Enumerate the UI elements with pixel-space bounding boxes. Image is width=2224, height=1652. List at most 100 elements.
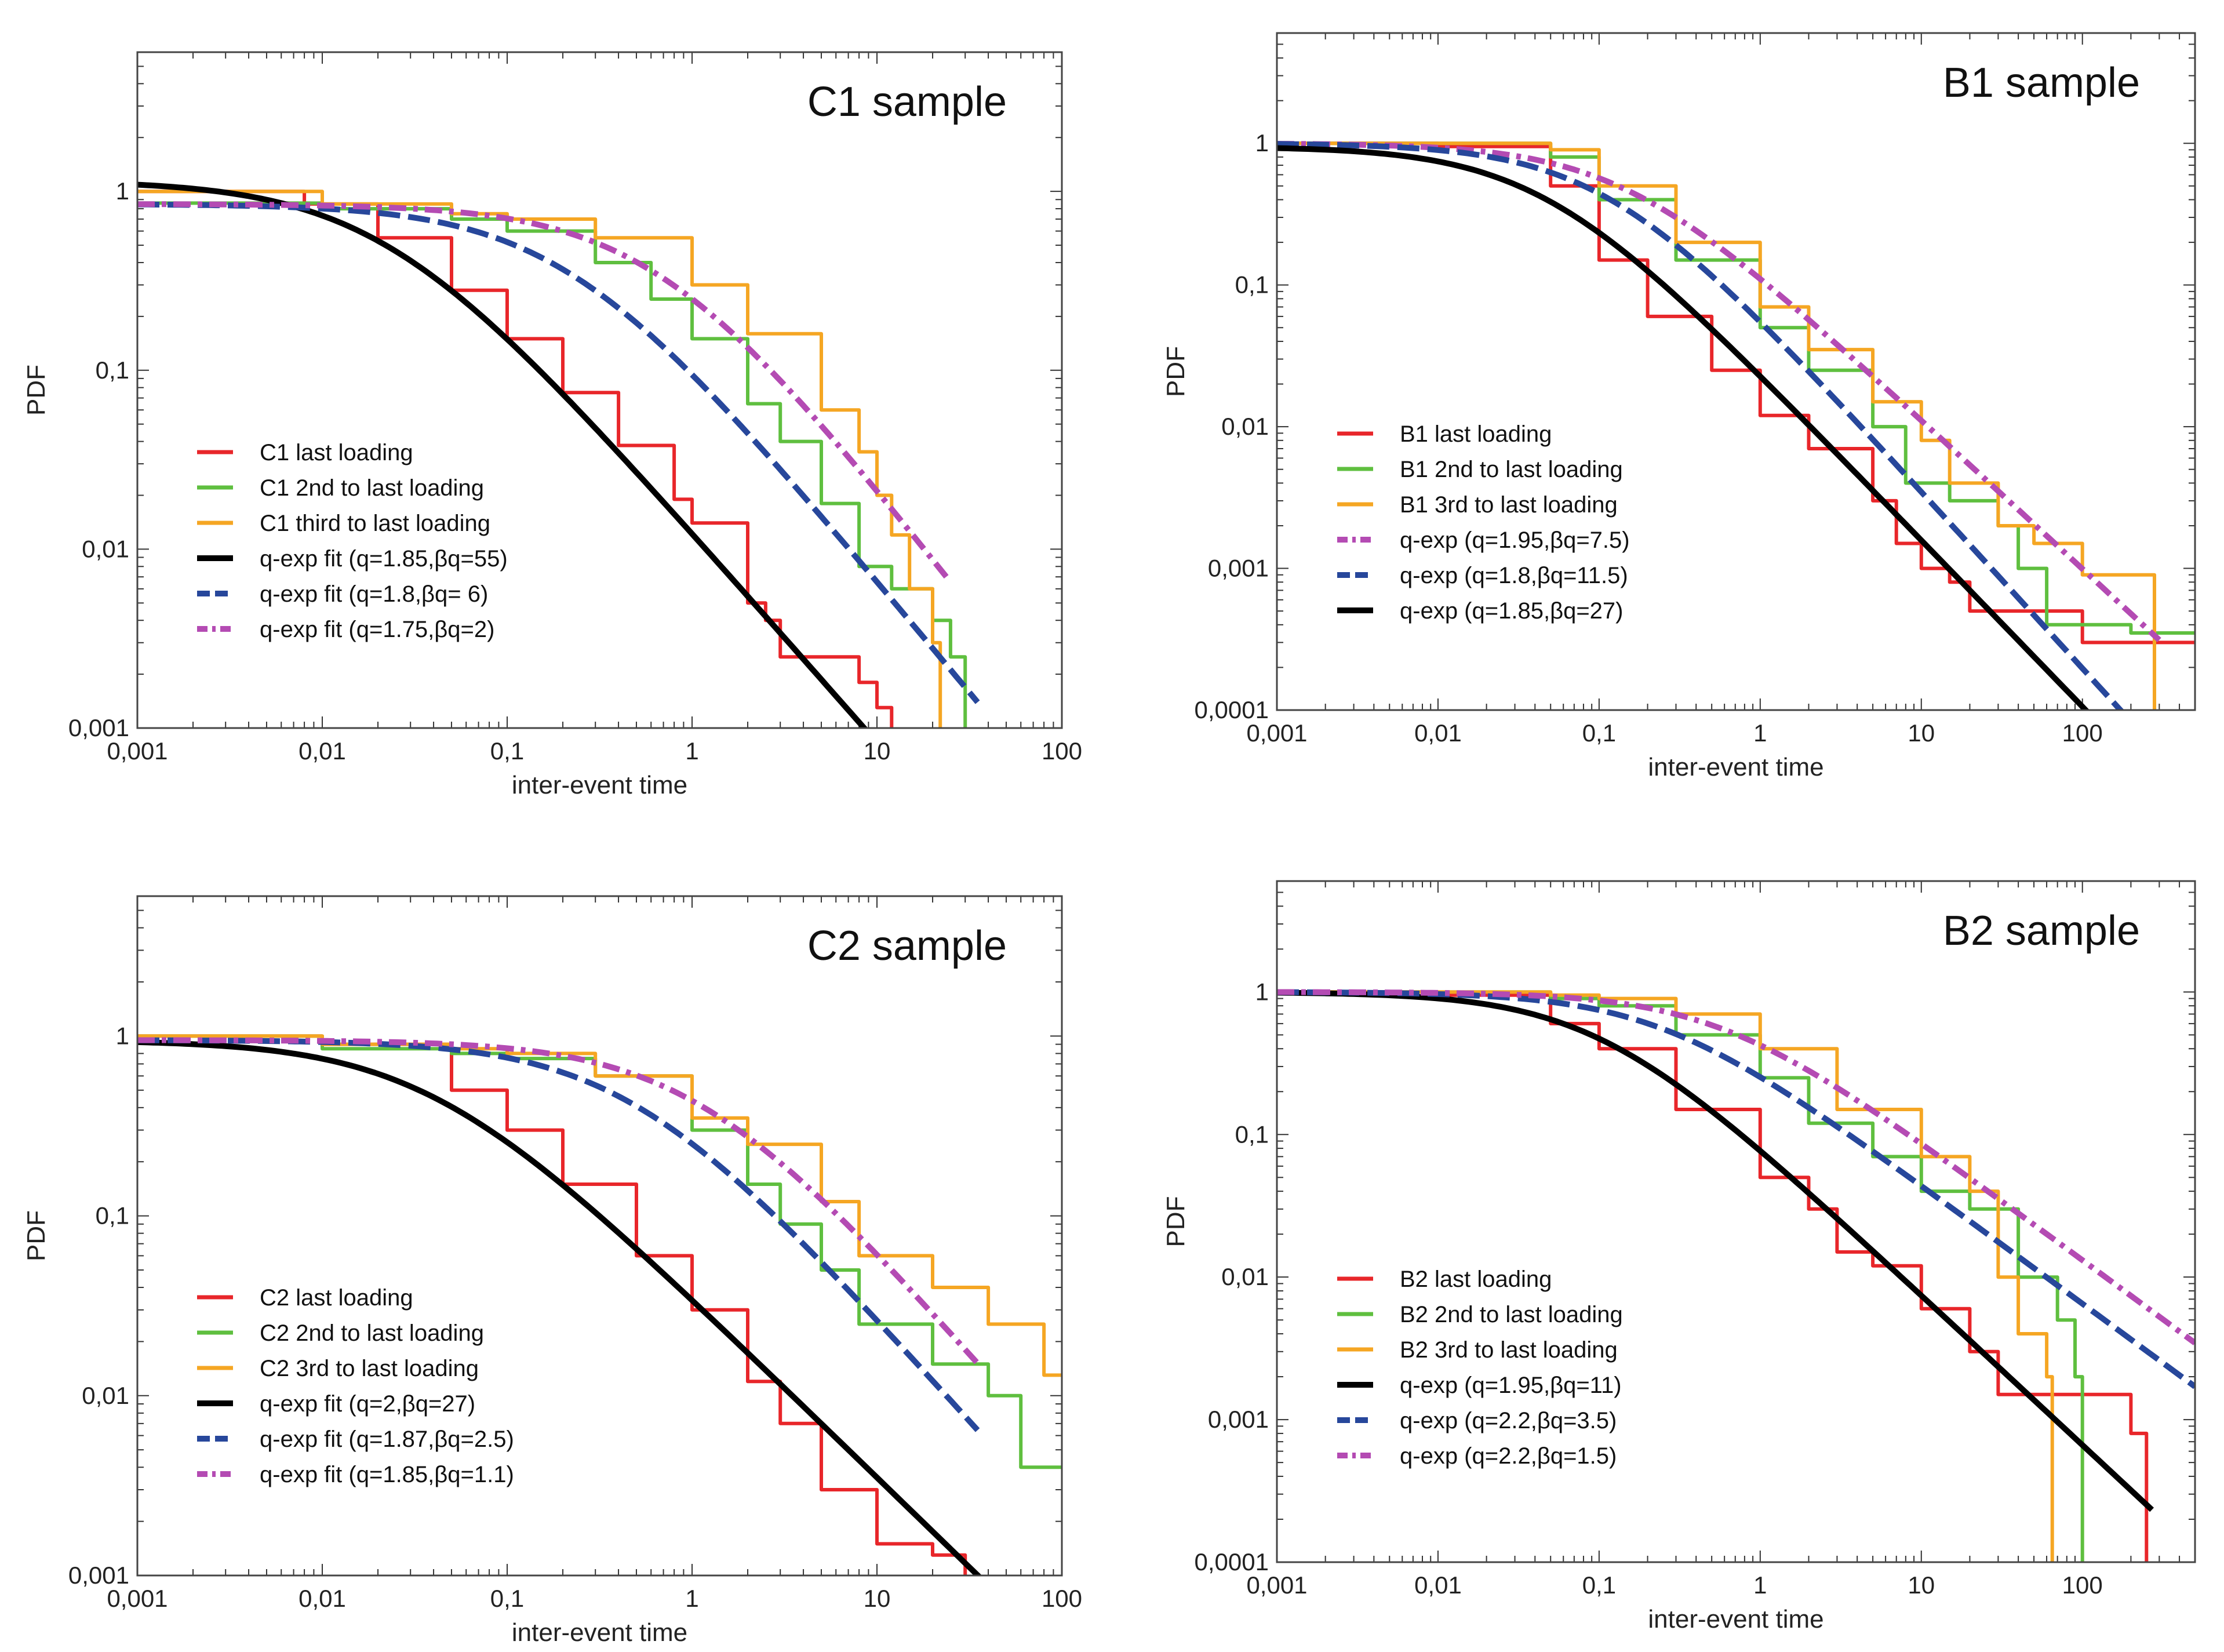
x-tick-label: 100 <box>2062 1571 2103 1599</box>
y-tick-label: 0,0001 <box>1195 696 1269 723</box>
legend-label: C1 2nd to last loading <box>260 475 484 501</box>
chart-title: C1 sample <box>807 79 1007 125</box>
x-tick-label: 0,001 <box>107 1585 168 1612</box>
series-3-line <box>1277 141 2156 710</box>
plot-frame <box>136 895 1063 1577</box>
legend-label: B2 3rd to last loading <box>1400 1337 1618 1363</box>
x-tick-label: 1 <box>1753 1571 1767 1599</box>
series-5-line <box>137 201 980 704</box>
legend-label: q-exp fit (q=2,βq=27) <box>260 1391 475 1417</box>
y-tick-label: 0,001 <box>68 714 129 741</box>
legend-label: C1 third to last loading <box>260 511 490 536</box>
x-tick-label: 0,1 <box>490 737 524 765</box>
legend-label: B1 3rd to last loading <box>1400 492 1618 518</box>
legend-label: q-exp (q=1.95,βq=7.5) <box>1400 527 1630 553</box>
x-tick-label: 100 <box>1042 737 1082 765</box>
x-tick-label: 0,1 <box>1582 719 1616 747</box>
legend: B2 last loading B2 2nd to last loading B2 … <box>1337 1267 1623 1469</box>
plot-frame <box>136 51 1063 729</box>
legend-label: q-exp (q=1.8,βq=11.5) <box>1400 563 1628 588</box>
x-tick-label: 1 <box>685 737 698 765</box>
x-tick-label: 0,01 <box>299 737 346 765</box>
x-tick-label: 10 <box>864 737 891 765</box>
legend-label: B1 last loading <box>1400 421 1552 447</box>
legend-label: C2 last loading <box>260 1285 413 1311</box>
legend: B1 last loading B1 2nd to last loading B1 … <box>1337 421 1630 624</box>
chart-title: B1 sample <box>1943 60 2140 106</box>
series-4-line <box>137 1039 982 1575</box>
y-tick-label: 0,1 <box>96 356 129 384</box>
legend-label: q-exp fit (q=1.87,βq=2.5) <box>260 1427 514 1452</box>
legend-label: q-exp fit (q=1.85,βq=1.1) <box>260 1462 514 1487</box>
series-1-line <box>137 190 894 728</box>
y-tick-label: 0,1 <box>96 1202 129 1229</box>
legend-label: C2 3rd to last loading <box>260 1356 479 1381</box>
y-axis-label: PDF <box>1162 1196 1190 1247</box>
y-tick-label: 0,1 <box>1235 271 1269 299</box>
plot-area <box>1277 141 2195 710</box>
legend-label: B2 last loading <box>1400 1267 1552 1292</box>
series-1-line <box>1277 990 2149 1562</box>
y-tick-label: 0,01 <box>82 535 129 562</box>
x-tick-label: 100 <box>2062 719 2103 747</box>
y-axis-label: PDF <box>22 365 50 416</box>
chart-panel-2: 0,001 0,01 0,1 1 10 1000,00010,0010,010,11int… <box>1162 32 2196 781</box>
y-tick-label: 0,01 <box>1221 413 1269 440</box>
chart-panel-1: 0,001 0,01 0,1 1 10 100 0,001 0,01 0,1 1 inter-eve… <box>22 51 1082 799</box>
y-tick-label: 0,001 <box>1208 1406 1269 1433</box>
legend-label: C1 last loading <box>260 440 413 465</box>
series-6-line <box>1277 145 2090 710</box>
legend-label: q-exp fit (q=1.85,βq=55) <box>260 546 508 572</box>
plot-frame <box>1276 880 2196 1563</box>
y-tick-label: 1 <box>1255 978 1269 1005</box>
legend-label: q-exp fit (q=1.75,βq=2) <box>260 617 494 642</box>
legend-label: C2 2nd to last loading <box>260 1320 484 1346</box>
legend: C2 last loading C2 2nd to last loading C2 … <box>197 1285 514 1487</box>
series-4-line <box>1277 141 2161 642</box>
plot-frame <box>1276 32 2196 711</box>
y-tick-label: 1 <box>1255 129 1269 157</box>
y-axis-label: PDF <box>22 1210 50 1261</box>
legend-label: B1 2nd to last loading <box>1400 457 1623 482</box>
y-tick-label: 0,01 <box>1221 1263 1269 1290</box>
legend-label: q-exp (q=2.2,βq=1.5) <box>1400 1443 1617 1469</box>
chart-title: B2 sample <box>1943 908 2140 954</box>
series-2-line <box>1277 141 2195 635</box>
plot-area <box>137 1034 1062 1575</box>
x-tick-label: 0,01 <box>1414 1571 1462 1599</box>
axis-ticks <box>1276 32 2196 711</box>
chart-panel-3: 0,001 0,01 0,1 1 10 100 0,001 0,01 0,1 1 inter-eve… <box>22 895 1082 1647</box>
legend: C1 last loading C1 2nd to last loading C1 … <box>197 440 508 642</box>
series-6-line <box>137 201 953 584</box>
x-tick-label: 10 <box>864 1585 891 1612</box>
chart-title: C2 sample <box>807 923 1007 969</box>
series-2-line <box>1277 990 2084 1562</box>
x-tick-label: 0,1 <box>490 1585 524 1612</box>
x-tick-label: 1 <box>685 1585 698 1612</box>
legend-label: q-exp (q=1.85,βq=27) <box>1400 598 1624 624</box>
y-tick-label: 0,0001 <box>1195 1548 1269 1575</box>
series-1-line <box>137 1034 967 1575</box>
x-tick-label: 0,01 <box>1414 719 1462 747</box>
series-6-line <box>1277 989 2195 1345</box>
y-tick-label: 0,1 <box>1235 1120 1269 1148</box>
y-tick-label: 0,001 <box>68 1562 129 1589</box>
series-3-line <box>1277 990 2054 1562</box>
x-axis-label: inter-event time <box>512 1618 687 1647</box>
x-axis-label: inter-event time <box>1648 1605 1823 1633</box>
x-tick-label: 0,001 <box>1246 719 1307 747</box>
x-axis-label: inter-event time <box>1648 753 1823 781</box>
series-2-line <box>137 201 967 728</box>
series-4-line <box>137 181 868 728</box>
y-axis-label: PDF <box>1162 346 1190 397</box>
chart-panel-4: 0,001 0,01 0,1 1 10 1000,00010,0010,010,11int… <box>1162 880 2196 1633</box>
x-tick-label: 0,01 <box>299 1585 346 1612</box>
plot-area <box>1277 989 2195 1562</box>
series-5-line <box>1277 141 2125 710</box>
x-tick-label: 0,001 <box>1246 1571 1307 1599</box>
x-axis-label: inter-event time <box>512 771 687 799</box>
legend-label: B2 2nd to last loading <box>1400 1302 1623 1327</box>
axis-ticks <box>137 896 1062 1576</box>
series-4-line <box>1277 989 2154 1512</box>
